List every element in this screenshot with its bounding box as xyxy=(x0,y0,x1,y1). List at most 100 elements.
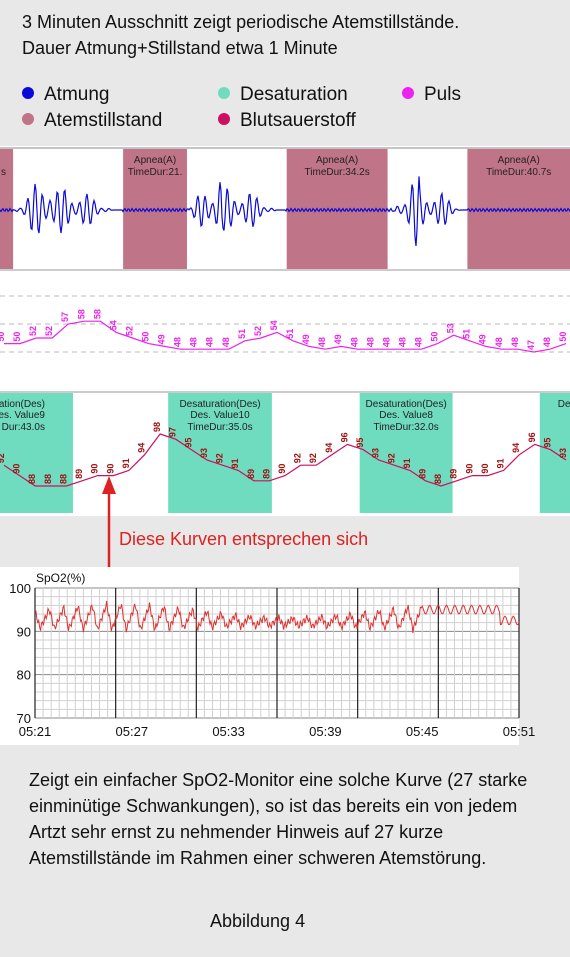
pulse-value-label: 48 xyxy=(510,337,520,347)
oxygen-line xyxy=(3,433,567,487)
oxygen-value-label: 91 xyxy=(402,458,412,468)
legend-item-desaturation: Desaturation xyxy=(218,84,348,106)
desaturation-event-text: Des. Value9 xyxy=(0,410,45,421)
legend-dot-icon xyxy=(218,113,230,125)
respiration-line xyxy=(0,176,570,246)
pulse-value-label: 50 xyxy=(12,332,22,342)
header-line-1: 3 Minuten Ausschnitt zeigt periodische A… xyxy=(22,12,460,32)
correspondence-label: Diese Kurven entsprechen sich xyxy=(119,529,369,549)
spo2-ytick-label: 80 xyxy=(17,668,31,683)
oxygen-value-label: 97 xyxy=(168,427,178,437)
pulse-value-label: 48 xyxy=(381,337,391,347)
pulse-value-label: 48 xyxy=(173,337,183,347)
oxygen-value-label: 90 xyxy=(277,464,287,474)
figure-label: Abbildung 4 xyxy=(210,911,306,931)
oxygen-value-label: 88 xyxy=(27,474,37,484)
pulse-gridlines xyxy=(0,295,570,353)
spo2-line xyxy=(34,600,520,633)
oxygen-value-label: 91 xyxy=(230,458,240,468)
desaturation-event-text: De xyxy=(558,399,570,410)
oxygen-value-label: 93 xyxy=(558,448,568,458)
pulse-value-label: 58 xyxy=(92,309,102,319)
spo2-xtick-label: 05:51 xyxy=(503,724,536,739)
pulse-line xyxy=(4,320,567,353)
pulse-value-label: 58 xyxy=(76,309,86,319)
legend-item-puls: Puls xyxy=(402,84,461,106)
oxygen-value-label: 90 xyxy=(464,464,474,474)
pulse-value-label: 48 xyxy=(542,337,552,347)
apnea-event-title: Apnea(A) xyxy=(134,155,176,166)
pulse-value-label: 49 xyxy=(333,334,343,344)
oxygen-value-label: 95 xyxy=(542,438,552,448)
legend-label: Puls xyxy=(424,84,461,105)
oxygen-value-label: 93 xyxy=(371,448,381,458)
oxygen-value-label: 94 xyxy=(137,443,147,453)
oxygen-value-label: 91 xyxy=(496,458,506,468)
pulse-value-labels: 50 50 52 52 57 58 58 54 52 50 49 48 48 48 48 51 52 54 51 49… xyxy=(0,309,568,350)
oxygen-value-label: 89 xyxy=(74,469,84,479)
pulse-value-label: 52 xyxy=(125,326,135,336)
pulse-value-label: 52 xyxy=(253,326,263,336)
pulse-value-label: 51 xyxy=(237,329,247,339)
desaturation-event-text: Des. Value8 xyxy=(379,410,433,421)
oxygen-value-label: 90 xyxy=(90,464,100,474)
desaturation-event-text: Dur:43.0s xyxy=(2,422,45,433)
spo2-monitor-chart: SpO2(%) 70 80 90 100 05:21 05:27 05:33 05:39 05:… xyxy=(0,567,535,745)
pulse-value-label: 57 xyxy=(60,312,70,322)
desaturation-event-text: Desaturation(Des) xyxy=(179,399,260,410)
pulse-value-label: 54 xyxy=(108,320,118,330)
apnea-event-title: Apnea(A) xyxy=(316,155,358,166)
desaturation-event-block xyxy=(0,393,73,513)
legend-item-atemstillstand: Atemstillstand xyxy=(22,110,162,132)
oxygen-value-label: 88 xyxy=(58,474,68,484)
apnea-event-duration: TimeDur:34.2s xyxy=(305,167,370,178)
pulse-value-label: 48 xyxy=(397,337,407,347)
oxygen-value-label: 95 xyxy=(183,438,193,448)
spo2-xtick-label: 05:27 xyxy=(116,724,149,739)
oxygen-value-label: 94 xyxy=(511,443,521,453)
apnea-event-duration: TimeDur:40.7s xyxy=(486,167,551,178)
pulse-value-label: 50 xyxy=(0,332,6,342)
oxygen-value-label: 92 xyxy=(293,453,303,463)
spo2-xtick-label: 05:45 xyxy=(406,724,439,739)
oxygen-value-label: 96 xyxy=(339,432,349,442)
pulse-value-label: 51 xyxy=(462,329,472,339)
pulse-value-label: 48 xyxy=(317,337,327,347)
legend-dot-icon xyxy=(402,87,414,99)
legend-item-atmung: Atmung xyxy=(22,84,109,106)
spo2-xtick-label: 05:21 xyxy=(19,724,52,739)
oxygen-value-label: 92 xyxy=(0,453,6,463)
pulse-value-label: 48 xyxy=(189,337,199,347)
pulse-value-label: 49 xyxy=(478,334,488,344)
spo2-ytick-label: 90 xyxy=(17,624,31,639)
pulse-value-label: 49 xyxy=(157,334,167,344)
spo2-xtick-label: 05:33 xyxy=(212,724,245,739)
oxygen-value-label: 92 xyxy=(308,453,318,463)
apnea-event-block xyxy=(286,149,388,269)
legend: Atmung Desaturation Puls Atemstillstand … xyxy=(22,84,570,134)
desaturation-event-block xyxy=(359,393,453,513)
pulse-value-label: 48 xyxy=(414,337,424,347)
pulse-value-label: 48 xyxy=(205,337,215,347)
oxygen-value-label: 95 xyxy=(355,438,365,448)
oxygen-value-label: 88 xyxy=(43,474,53,484)
oxygen-value-label: 89 xyxy=(261,469,271,479)
desaturation-event-text: TimeDur:32.0s xyxy=(374,422,439,433)
legend-label: Atmung xyxy=(44,84,110,105)
oxygen-value-label: 89 xyxy=(449,469,459,479)
legend-dot-icon xyxy=(22,113,34,125)
apnea-event-duration: s xyxy=(1,167,6,178)
legend-label: Blutsauerstoff xyxy=(240,110,356,131)
desaturation-event-text: TimeDur:35.0s xyxy=(187,422,252,433)
legend-label: Desaturation xyxy=(240,84,348,105)
spo2-ytick-label: 100 xyxy=(9,581,31,596)
arrow-head-up-icon xyxy=(102,476,116,494)
pulse-value-label: 51 xyxy=(285,329,295,339)
apnea-event-duration: TimeDur:21. xyxy=(128,167,183,178)
oxygen-value-label: 94 xyxy=(324,443,334,453)
oxygen-value-label: 96 xyxy=(527,432,537,442)
spo2-axes: 70 80 90 100 05:21 05:27 05:33 05:39 05:45 05:51 xyxy=(9,581,535,739)
legend-label: Atemstillstand xyxy=(44,110,163,131)
desaturation-event-block xyxy=(168,393,272,513)
